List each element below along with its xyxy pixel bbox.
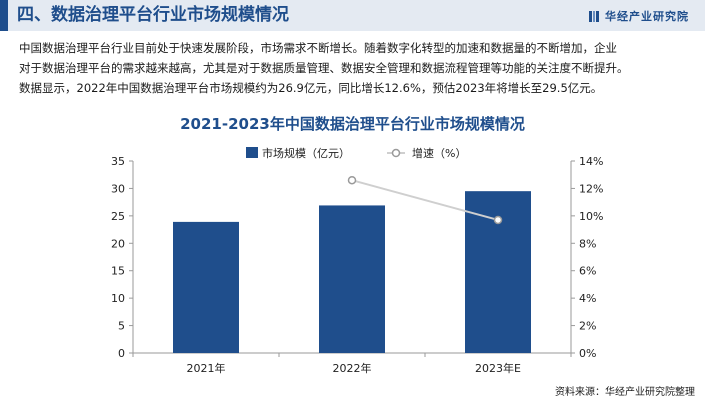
bar bbox=[465, 191, 531, 353]
growth-rate-point bbox=[493, 215, 503, 225]
y-left-tick-label: 25 bbox=[111, 210, 125, 223]
paragraph-line: 对于数据治理平台的需求越来越高，尤其是对于数据质量管理、数据安全管理和数据流程管… bbox=[19, 61, 629, 75]
y-right-tick-label: 14% bbox=[579, 155, 603, 168]
intro-paragraph: 中国数据治理平台行业目前处于快速发展阶段，市场需求不断增长。随着数字化转型的加速… bbox=[19, 38, 691, 98]
y-right-tick-label: 8% bbox=[579, 237, 596, 250]
brand: 华经产业研究院 bbox=[589, 8, 689, 24]
legend-bar-label: 市场规模（亿元） bbox=[262, 146, 350, 160]
brand-logo-icon bbox=[589, 10, 599, 22]
y-left-tick-label: 30 bbox=[111, 182, 125, 195]
chart-title: 2021-2023年中国数据治理平台行业市场规模情况 bbox=[180, 115, 525, 133]
growth-rate-line bbox=[351, 179, 499, 221]
y-right-tick-label: 6% bbox=[579, 265, 596, 278]
y-right-tick-label: 0% bbox=[579, 347, 596, 360]
y-left-tick-label: 15 bbox=[111, 265, 125, 278]
legend-line-marker bbox=[391, 148, 401, 158]
paragraph-line: 中国数据治理平台行业目前处于快速发展阶段，市场需求不断增长。随着数字化转型的加速… bbox=[19, 41, 617, 55]
bar bbox=[173, 221, 239, 353]
y-left-tick-label: 0 bbox=[118, 347, 125, 360]
legend-bar-swatch bbox=[246, 147, 258, 158]
y-right-tick-label: 10% bbox=[579, 210, 603, 223]
legend-line-label: 增速（%） bbox=[412, 146, 466, 160]
bar bbox=[319, 205, 385, 353]
x-tick-label: 2023年E bbox=[475, 361, 521, 375]
section-title: 四、数据治理平台行业市场规模情况 bbox=[17, 5, 289, 25]
paragraph-line: 数据显示，2022年中国数据治理平台市场规模约为26.9亿元，同比增长12.6%… bbox=[19, 81, 603, 95]
source-note: 资料来源：华经产业研究院整理 bbox=[555, 387, 695, 398]
y-right-tick-label: 4% bbox=[579, 292, 596, 305]
brand-name: 华经产业研究院 bbox=[605, 10, 689, 23]
y-left-tick-label: 20 bbox=[111, 237, 125, 250]
section-header: 四、数据治理平台行业市场规模情况 华经产业研究院 bbox=[0, 0, 705, 31]
y-left-tick-label: 5 bbox=[118, 320, 125, 333]
x-tick-label: 2022年 bbox=[333, 361, 372, 375]
y-right-tick-label: 2% bbox=[579, 320, 596, 333]
growth-rate-point bbox=[347, 175, 357, 185]
y-left-tick-label: 10 bbox=[111, 292, 125, 305]
y-left-tick-label: 35 bbox=[111, 155, 125, 168]
x-tick-label: 2021年 bbox=[187, 361, 226, 375]
y-right-tick-label: 12% bbox=[579, 182, 603, 195]
header-accent-bar bbox=[0, 0, 8, 31]
